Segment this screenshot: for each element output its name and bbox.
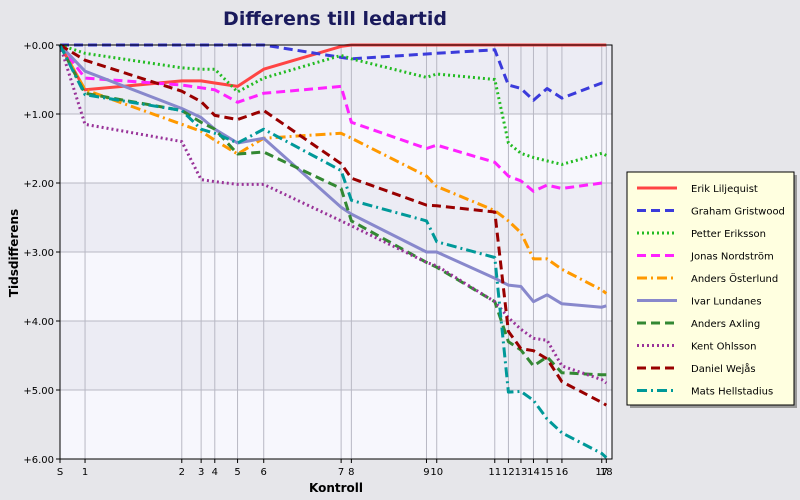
series-line	[58, 43, 607, 309]
axes: +0.00+1.00+2.00+3.00+4.00+5.00+6.00S 1 2 3 4…	[23, 41, 612, 478]
y-tick-label: +4.00	[23, 317, 54, 328]
x-tick-label: 13	[515, 467, 528, 478]
x-tick-label: 7	[338, 467, 344, 478]
x-tick-label: 6	[261, 467, 267, 478]
x-tick-label: 17	[595, 467, 608, 478]
series-line	[58, 44, 607, 377]
y-tick-label: +3.00	[23, 248, 54, 259]
y-tick-label: +6.00	[23, 455, 54, 466]
chart-title: Differens till ledartid	[223, 8, 447, 30]
y-tick-label: +2.00	[23, 179, 54, 190]
plot-band	[60, 321, 612, 390]
x-axis-label: Kontroll	[309, 481, 363, 495]
x-tick-label: S	[57, 467, 63, 478]
legend-label: Ivar Lundanes	[691, 297, 762, 308]
series-line	[58, 44, 608, 459]
x-tick-label: 2	[179, 467, 185, 478]
legend-label: Jonas Nordström	[690, 252, 774, 263]
legend: Erik Liljequist Graham Gristwood Petter Er…	[626, 171, 797, 408]
plot-band	[60, 252, 612, 321]
y-tick-label: +5.00	[23, 386, 54, 397]
plot-band	[60, 390, 612, 459]
x-tick-label: 10	[430, 467, 443, 478]
plot-background	[60, 45, 612, 459]
x-tick-label: 5	[234, 467, 240, 478]
legend-label: Daniel Wejås	[691, 362, 756, 375]
x-tick-label: 14	[527, 467, 540, 478]
y-axis-label: Tidsdifferens	[7, 209, 21, 297]
legend-label: Graham Gristwood	[691, 207, 785, 218]
legend-label: Mats Hellstadius	[691, 387, 773, 398]
plot-band	[60, 114, 612, 183]
series-line	[58, 44, 607, 193]
y-tick-label: +0.00	[23, 41, 54, 52]
series-line	[59, 43, 607, 166]
legend-label: Petter Eriksson	[691, 229, 766, 240]
plot-band	[60, 45, 612, 114]
x-tick-label: 1	[82, 467, 88, 478]
x-tick-label: 18	[600, 467, 613, 478]
x-tick-label: 16	[556, 467, 569, 478]
x-tick-label: 8	[348, 467, 354, 478]
series-line	[58, 44, 608, 295]
x-tick-label: 15	[541, 467, 554, 478]
x-tick-label: 3	[198, 467, 204, 478]
series-line	[59, 43, 608, 407]
x-tick-label: 12	[502, 467, 515, 478]
y-tick-label: +1.00	[23, 110, 54, 121]
x-tick-label: 11	[488, 467, 501, 478]
x-tick-label: 9	[423, 467, 429, 478]
legend-label: Anders Axling	[691, 319, 760, 330]
legend-label: Anders Österlund	[691, 272, 778, 285]
legend-label: Erik Liljequist	[691, 184, 758, 195]
legend-label: Kent Ohlsson	[691, 342, 757, 353]
x-tick-label: 4	[212, 467, 218, 478]
